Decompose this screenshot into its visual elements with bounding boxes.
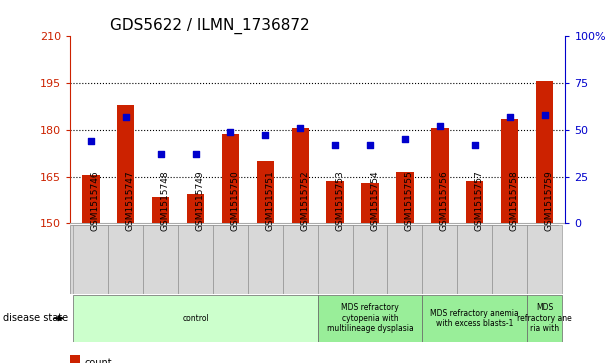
- Point: [156, 151, 165, 157]
- Text: GSM1515756: GSM1515756: [440, 170, 449, 231]
- Text: GSM1515758: GSM1515758: [510, 170, 519, 231]
- Text: GSM1515748: GSM1515748: [161, 170, 170, 231]
- Point: [470, 142, 480, 148]
- Bar: [222, 134, 239, 223]
- Text: GSM1515746: GSM1515746: [91, 170, 100, 231]
- Point: [400, 136, 410, 142]
- Bar: [431, 128, 449, 223]
- Bar: [387, 225, 423, 294]
- Text: GSM1515751: GSM1515751: [265, 170, 274, 231]
- Bar: [353, 225, 387, 294]
- Text: GSM1515757: GSM1515757: [475, 170, 484, 231]
- Text: GSM1515755: GSM1515755: [405, 170, 414, 231]
- Bar: [213, 225, 248, 294]
- Point: [295, 125, 305, 131]
- Text: GSM1515747: GSM1515747: [126, 170, 135, 231]
- Bar: [283, 225, 317, 294]
- Text: GSM1515752: GSM1515752: [300, 170, 309, 231]
- Bar: [466, 181, 483, 223]
- Bar: [361, 183, 379, 223]
- Point: [540, 112, 550, 118]
- Point: [505, 114, 514, 119]
- Bar: [492, 225, 527, 294]
- Bar: [70, 355, 80, 363]
- Bar: [457, 225, 492, 294]
- Bar: [501, 119, 519, 223]
- Text: GSM1515750: GSM1515750: [230, 170, 240, 231]
- Bar: [396, 172, 413, 223]
- Bar: [423, 295, 527, 342]
- Bar: [108, 225, 143, 294]
- Point: [86, 138, 95, 144]
- Bar: [187, 193, 204, 223]
- Bar: [117, 105, 134, 223]
- Point: [260, 132, 270, 138]
- Point: [365, 142, 375, 148]
- Bar: [326, 181, 344, 223]
- Text: MDS
refractory ane
ria with: MDS refractory ane ria with: [517, 303, 572, 333]
- Bar: [536, 81, 553, 223]
- Bar: [248, 225, 283, 294]
- Bar: [178, 225, 213, 294]
- Bar: [317, 225, 353, 294]
- Bar: [291, 128, 309, 223]
- Text: GDS5622 / ILMN_1736872: GDS5622 / ILMN_1736872: [109, 17, 309, 33]
- Bar: [423, 225, 457, 294]
- Bar: [527, 295, 562, 342]
- Point: [226, 129, 235, 135]
- Bar: [74, 295, 317, 342]
- Text: MDS refractory
cytopenia with
multilineage dysplasia: MDS refractory cytopenia with multilinea…: [326, 303, 413, 333]
- Text: GSM1515753: GSM1515753: [335, 170, 344, 231]
- Text: control: control: [182, 314, 209, 323]
- Text: MDS refractory anemia
with excess blasts-1: MDS refractory anemia with excess blasts…: [430, 309, 519, 328]
- Point: [330, 142, 340, 148]
- Point: [121, 114, 131, 119]
- Bar: [257, 161, 274, 223]
- Point: [191, 151, 201, 157]
- Text: GSM1515749: GSM1515749: [196, 170, 204, 231]
- Text: GSM1515759: GSM1515759: [545, 170, 553, 231]
- Bar: [143, 225, 178, 294]
- Bar: [317, 295, 423, 342]
- Bar: [82, 175, 100, 223]
- Text: disease state: disease state: [3, 313, 68, 323]
- Text: GSM1515754: GSM1515754: [370, 170, 379, 231]
- Text: count: count: [85, 358, 112, 363]
- Bar: [74, 225, 108, 294]
- Point: [435, 123, 444, 129]
- Bar: [527, 225, 562, 294]
- Bar: [152, 197, 170, 223]
